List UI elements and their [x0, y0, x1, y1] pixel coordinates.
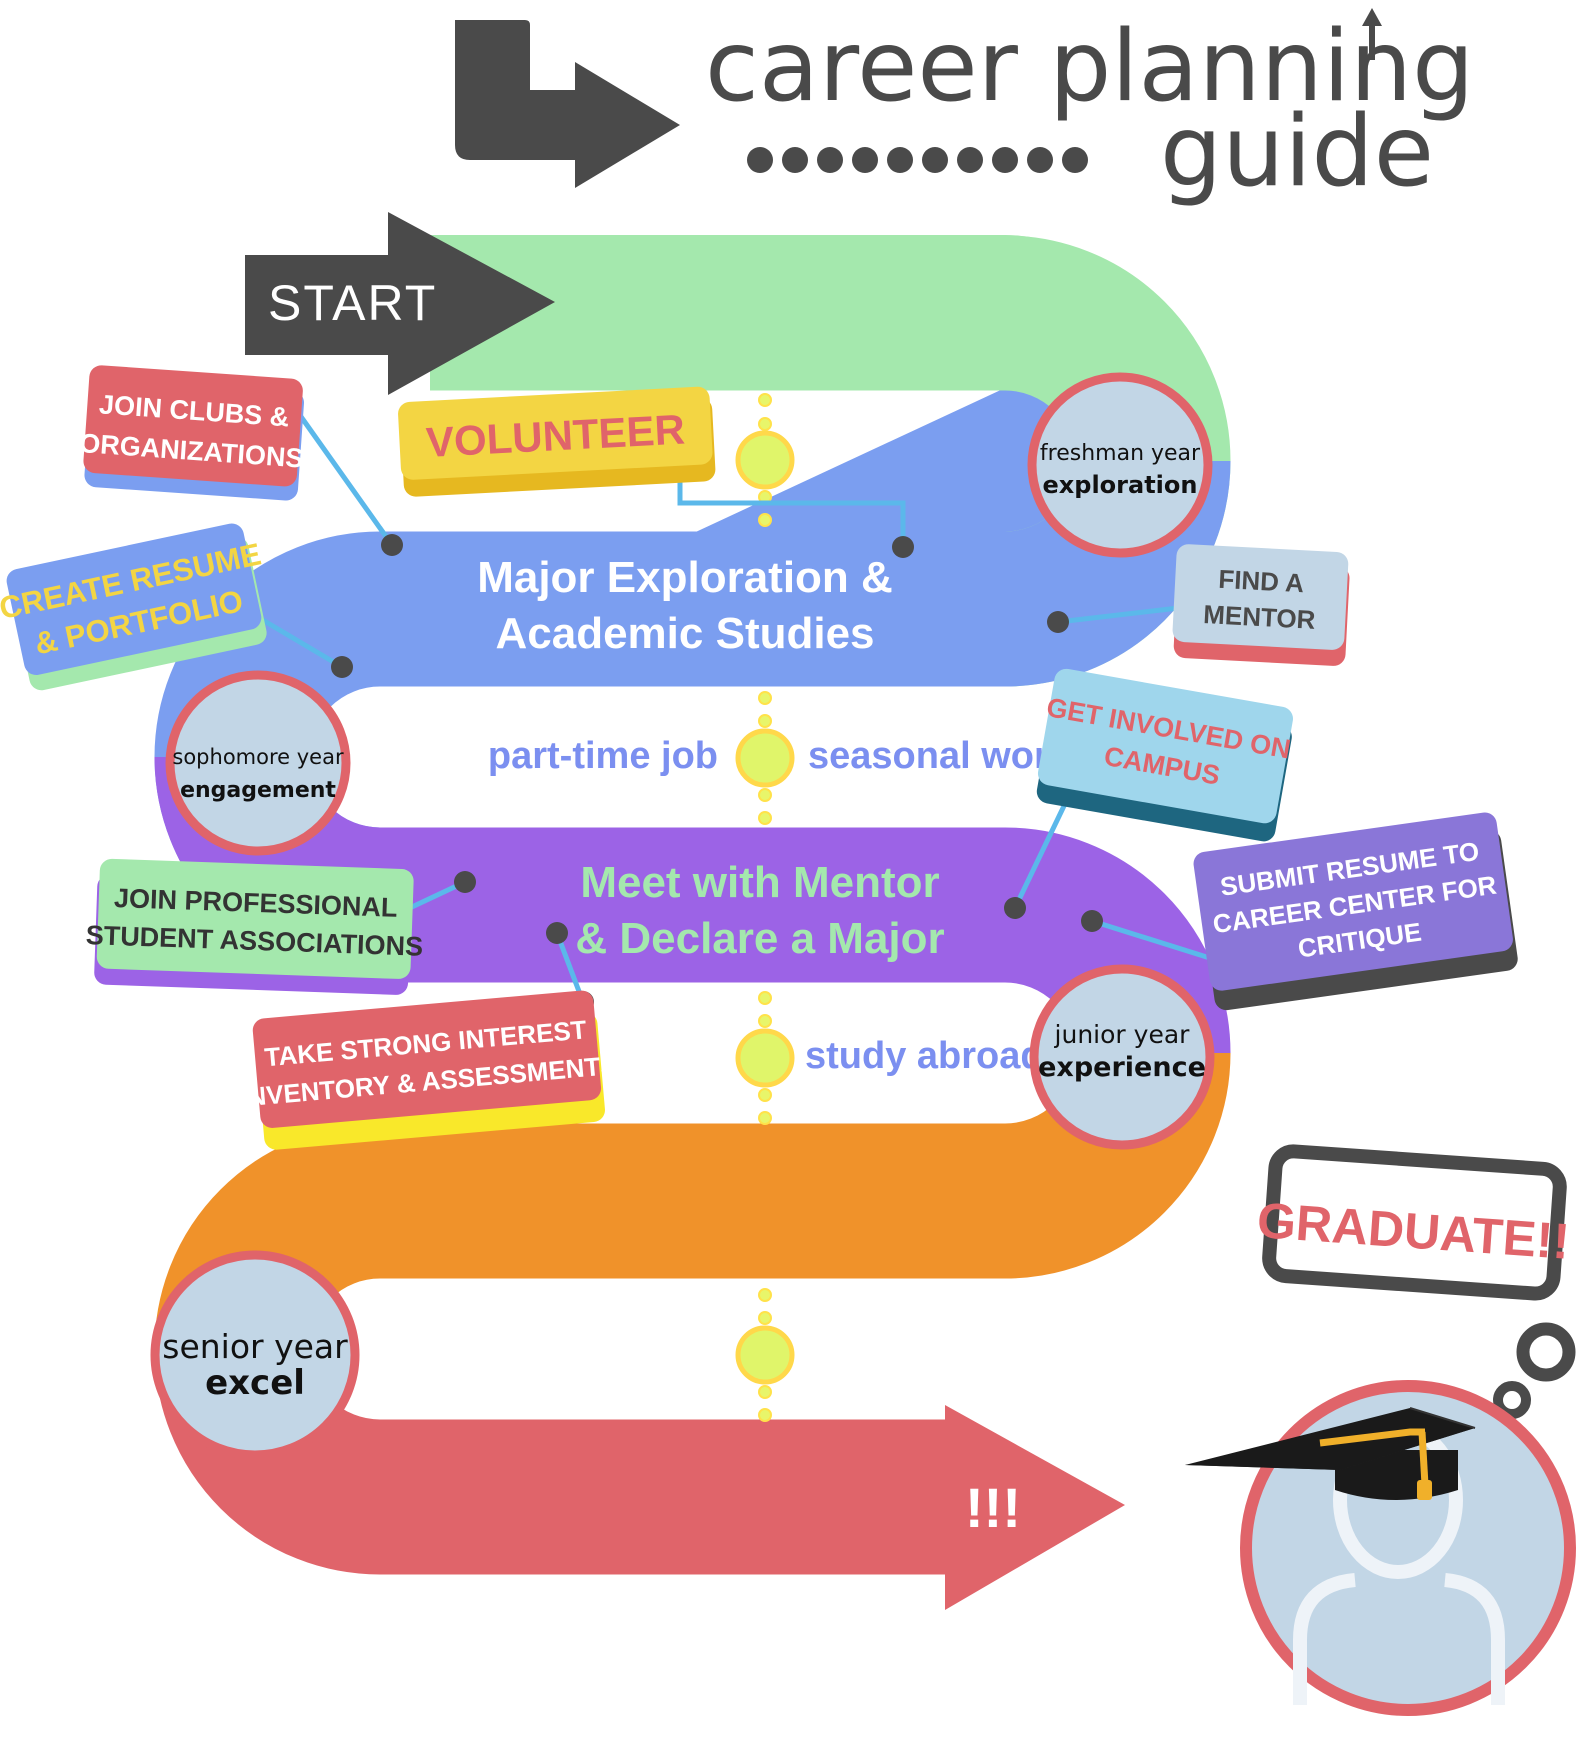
timeline-node-3 [735, 1028, 795, 1088]
timeline-node-4 [735, 1325, 795, 1385]
tag-find-mentor: FIND A MENTOR [1172, 544, 1350, 666]
timeline-node-2 [735, 728, 795, 788]
stage-freshman: freshman year exploration [1027, 372, 1213, 558]
ribbon-purple-line1: Meet with Mentor [580, 858, 939, 907]
thought-circle-large [1516, 1322, 1576, 1382]
tag-submit-resume: SUBMIT RESUME TO CAREER CENTER FOR CRITI… [1193, 812, 1518, 1011]
title-line-1: career planning [705, 10, 1474, 124]
sophomore-line2: engagement [180, 778, 336, 803]
tag-find-mentor-line1: FIND A [1218, 564, 1305, 598]
tag-strong-interest: TAKE STRONG INTEREST INVENTORY & ASSESSM… [239, 990, 619, 1150]
graduation-cap-icon [1185, 1407, 1476, 1500]
ribbon-purple-line2: & Declare a Major [575, 914, 944, 963]
stage-senior: senior year excel [150, 1250, 360, 1460]
timeline-node-1 [735, 430, 795, 490]
part-time-job-label: part-time job [488, 735, 718, 777]
graduate-thought-bubble: GRADUATE!! [1255, 1144, 1571, 1301]
senior-line2: excel [205, 1363, 305, 1403]
freshman-line1: freshman year [1040, 441, 1201, 466]
center-timeline [735, 393, 795, 1422]
tag-volunteer: VOLUNTEER [398, 386, 716, 497]
tag-find-mentor-line2: MENTOR [1203, 599, 1317, 635]
ribbon-blue-line2: Academic Studies [495, 609, 874, 658]
study-abroad-label: study abroad [805, 1035, 1044, 1077]
title-line-2: guide [1160, 95, 1434, 209]
ribbon-blue-text: Major Exploration & Academic Studies [477, 553, 893, 658]
ribbon-end-text: !!! [965, 1476, 1021, 1539]
end-arrowhead [945, 1405, 1125, 1610]
header: career planning guide [455, 8, 1474, 209]
turn-arrow-icon [455, 20, 680, 188]
tag-get-involved: GET INVOLVED ON CAMPUS [1036, 668, 1293, 842]
junior-line2: experience [1038, 1052, 1206, 1083]
junior-line1: junior year [1054, 1020, 1191, 1049]
senior-line1: senior year [162, 1327, 348, 1366]
title-up-arrow-icon [1362, 8, 1382, 60]
stage-junior: junior year experience [1029, 964, 1215, 1150]
seasonal-work-label: seasonal work [808, 735, 1071, 777]
start-arrow [245, 212, 555, 395]
stage-sophomore: sophomore year engagement [165, 670, 351, 856]
ribbon-purple-text: Meet with Mentor & Declare a Major [575, 858, 944, 963]
dot-trail [747, 147, 1088, 173]
tag-join-clubs: JOIN CLUBS & ORGANIZATIONS [78, 365, 304, 501]
freshman-line2: exploration [1043, 471, 1198, 499]
thought-circle-small [1493, 1381, 1531, 1419]
tag-join-professional: JOIN PROFESSIONAL STUDENT ASSOCIATIONS [85, 858, 424, 995]
ribbon-blue-line1: Major Exploration & [477, 553, 893, 602]
graduate-avatar [1185, 1380, 1576, 1716]
start-label: START [268, 275, 437, 331]
sophomore-line1: sophomore year [172, 745, 344, 769]
tag-create-resume: CREATE RESUME & PORTFOLIO [0, 523, 267, 691]
